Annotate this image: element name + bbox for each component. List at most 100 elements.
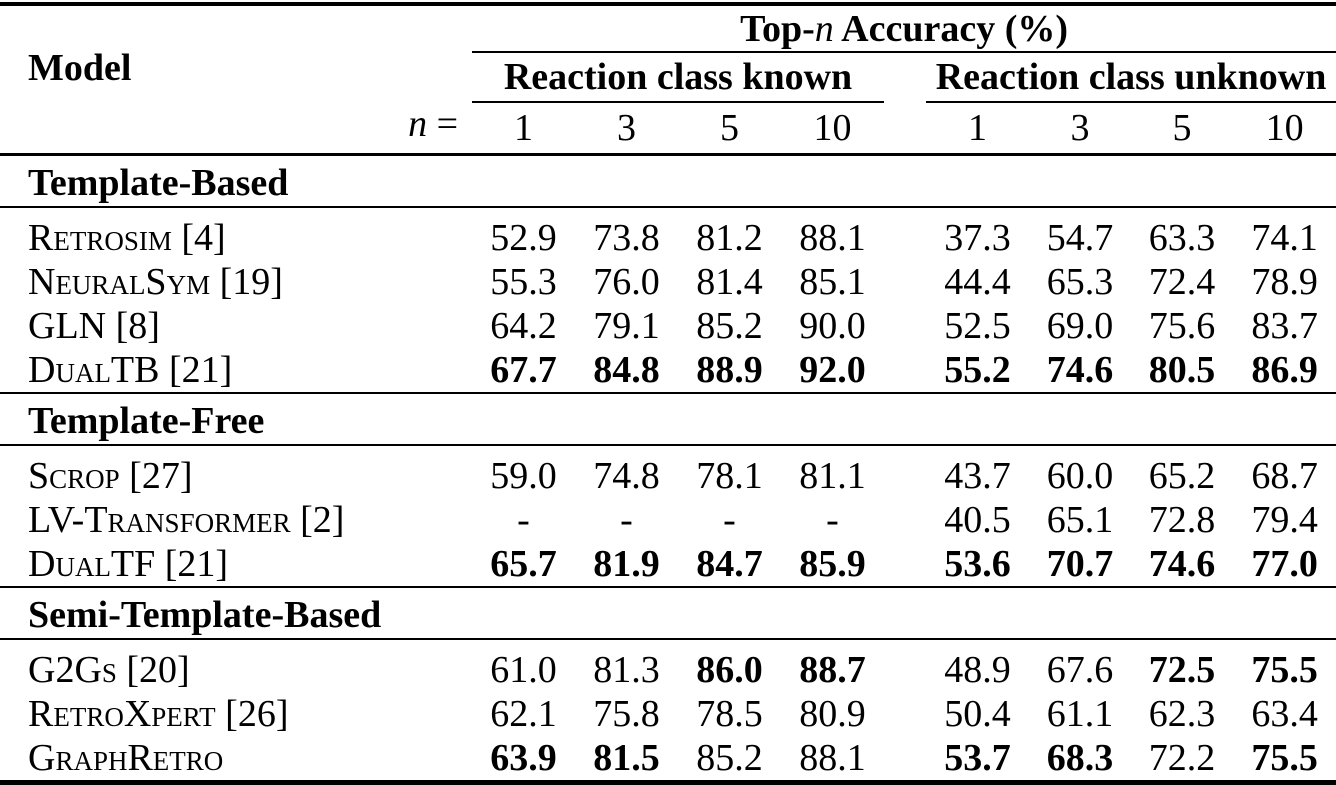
accuracy-value: 85.2 — [696, 736, 763, 779]
accuracy-value: 64.2 — [490, 304, 557, 347]
accuracy-value: 90.0 — [799, 304, 866, 347]
accuracy-value: 55.2 — [926, 347, 1029, 394]
accuracy-value: 81.1 — [799, 454, 866, 497]
accuracy-value: 83.7 — [1251, 304, 1318, 347]
section-header-row: Semi-Template-Based — [0, 586, 1336, 640]
accuracy-value: - — [620, 498, 633, 541]
table-row: LV-Transformer [2] - - - - 40.5 65.1 72.… — [0, 498, 1336, 542]
accuracy-value: 81.3 — [593, 648, 660, 691]
accuracy-value: 81.4 — [696, 260, 763, 303]
accuracy-value: 70.7 — [1029, 541, 1131, 588]
model-name: RetroXpert [26] — [28, 692, 289, 735]
model-name: Scrop [27] — [28, 454, 193, 497]
topn-col-header: 10 — [781, 102, 884, 156]
table-row: RetroXpert [26] 62.1 75.8 78.5 80.9 50.4… — [0, 692, 1336, 736]
title-prefix: Top- — [740, 7, 815, 50]
section-template-free: Template-Free Scrop [27] 59.0 74.8 78.1 … — [0, 392, 1336, 588]
accuracy-value: 78.9 — [1251, 260, 1318, 303]
accuracy-value: 52.9 — [490, 216, 557, 259]
table-row: DualTF [21] 65.7 81.9 84.7 85.9 53.6 70.… — [0, 541, 1336, 588]
accuracy-value: 88.1 — [799, 736, 866, 779]
table-row: G2Gs [20] 61.0 81.3 86.0 88.7 48.9 67.6 … — [0, 639, 1336, 692]
accuracy-value: 63.9 — [490, 736, 557, 779]
model-name: Retrosim [4] — [28, 216, 226, 259]
accuracy-value: 40.5 — [944, 498, 1011, 541]
col-spacer — [884, 347, 926, 394]
col-spacer — [884, 304, 926, 348]
col-spacer — [884, 260, 926, 304]
accuracy-value: 72.2 — [1148, 736, 1216, 779]
col-spacer — [884, 541, 926, 588]
group-spacer — [884, 52, 926, 102]
accuracy-value: 74.8 — [593, 454, 660, 497]
model-name: LV-Transformer [2] — [28, 498, 345, 541]
accuracy-value: 86.0 — [696, 648, 763, 691]
model-name: GLN [8] — [28, 304, 160, 347]
accuracy-value: 78.5 — [696, 692, 763, 735]
accuracy-value: 74.6 — [1131, 541, 1233, 588]
table-row: GraphRetro 63.9 81.5 85.2 88.1 53.7 68.3… — [0, 736, 1336, 783]
accuracy-value: - — [723, 498, 736, 541]
accuracy-value: 65.1 — [1046, 498, 1114, 541]
accuracy-value: 84.8 — [575, 347, 678, 394]
section-title: Semi-Template-Based — [0, 586, 1336, 640]
table-row: DualTB [21] 67.7 84.8 88.9 92.0 55.2 74.… — [0, 347, 1336, 394]
accuracy-value: - — [517, 498, 530, 541]
accuracy-value: 72.5 — [1148, 648, 1216, 691]
accuracy-value: 75.5 — [1251, 736, 1318, 779]
accuracy-value: 62.3 — [1148, 692, 1216, 735]
accuracy-value: 69.0 — [1046, 304, 1114, 347]
accuracy-value: 43.7 — [944, 454, 1011, 497]
topn-col-header: 5 — [1131, 102, 1233, 156]
col-spacer — [884, 736, 926, 783]
accuracy-value: 74.1 — [1251, 216, 1318, 259]
accuracy-value: 59.0 — [490, 454, 557, 497]
accuracy-value: 79.1 — [593, 304, 660, 347]
accuracy-value: 75.5 — [1251, 648, 1318, 691]
col-spacer — [884, 445, 926, 498]
accuracy-value: 48.9 — [944, 648, 1011, 691]
topn-col-header: 3 — [1029, 102, 1131, 156]
accuracy-value: 85.1 — [799, 260, 866, 303]
accuracy-value: 81.5 — [593, 736, 660, 779]
accuracy-value: - — [826, 498, 839, 541]
accuracy-value: 81.9 — [575, 541, 678, 588]
accuracy-value: 53.7 — [944, 736, 1011, 779]
accuracy-value: 92.0 — [781, 347, 884, 394]
topn-col-header: 3 — [575, 102, 678, 156]
accuracy-value: 80.5 — [1131, 347, 1233, 394]
accuracy-value: 65.7 — [472, 541, 575, 588]
header-group-row: Reaction class known Reaction class unkn… — [0, 52, 1336, 103]
accuracy-value: 74.6 — [1029, 347, 1131, 394]
accuracy-value: 65.3 — [1046, 260, 1114, 303]
model-name: DualTF [21] — [28, 542, 229, 585]
model-header-cell: Model n = — [0, 4, 472, 156]
accuracy-value: 62.1 — [490, 692, 557, 735]
top-n-accuracy-title: Top-n Accuracy (%) — [472, 4, 1336, 53]
section-title: Template-Free — [0, 392, 1336, 446]
accuracy-value: 88.7 — [799, 648, 866, 691]
section-template-based: Template-Based Retrosim [4] 52.9 73.8 81… — [0, 154, 1336, 394]
col-spacer — [884, 102, 926, 156]
col-spacer — [884, 498, 926, 542]
accuracy-value: 44.4 — [944, 260, 1011, 303]
accuracy-value: 84.7 — [678, 541, 781, 588]
header-n-row: 1 3 5 10 1 3 5 10 — [0, 102, 1336, 156]
model-name: DualTB [21] — [28, 348, 233, 391]
group-header-known: Reaction class known — [472, 52, 884, 103]
accuracy-value: 76.0 — [593, 260, 660, 303]
accuracy-value: 85.9 — [781, 541, 884, 588]
accuracy-value: 72.4 — [1148, 260, 1216, 303]
section-title: Template-Based — [0, 154, 1336, 208]
accuracy-value: 68.7 — [1251, 454, 1318, 497]
model-name: G2Gs [20] — [28, 648, 190, 691]
section-semi-template-based: Semi-Template-Based G2Gs [20] 61.0 81.3 … — [0, 586, 1336, 783]
header-title-row: Model n = Top-n Accuracy (%) — [0, 4, 1336, 156]
accuracy-value: 63.4 — [1251, 692, 1318, 735]
col-spacer — [884, 639, 926, 692]
accuracy-value: 63.3 — [1148, 216, 1216, 259]
accuracy-value: 73.8 — [593, 216, 660, 259]
accuracy-value: 55.3 — [490, 260, 557, 303]
accuracy-value: 88.1 — [799, 216, 866, 259]
col-spacer — [884, 692, 926, 736]
